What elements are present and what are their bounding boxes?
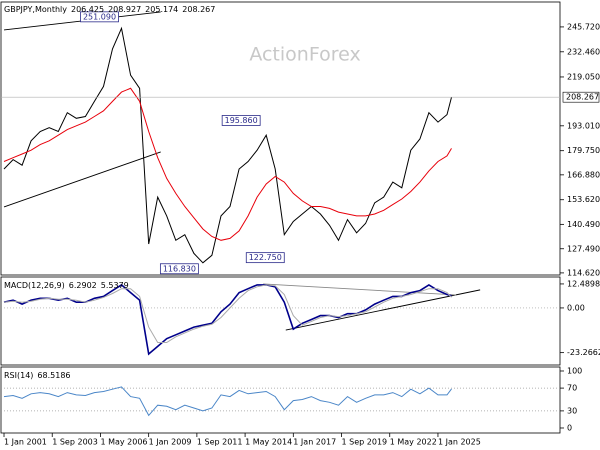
panel-frame (0, 1, 561, 276)
panel-header: MACD(12,26,9) 6.2902 5.5379 (4, 281, 129, 290)
y-tick-label: 100 (567, 366, 582, 375)
series-line (3, 284, 452, 343)
series-line (3, 386, 452, 417)
panel-header: GBPJPY,Monthly 206.425 208.927 205.174 208.2… (4, 5, 215, 14)
y-tick-label: 12.4898 (567, 279, 600, 288)
y-tick-label: 245.720 (567, 22, 600, 31)
x-tick-label: 1 Sep 2019 (342, 438, 388, 447)
current-price-label: 208.267 (566, 93, 599, 102)
trendline (285, 289, 481, 331)
series-line (3, 283, 452, 356)
annotation-label: 195.860 (225, 116, 258, 125)
annotation-label: 122.750 (249, 253, 282, 262)
x-tick-label: 1 Jan 2017 (293, 438, 336, 447)
indicator-value: 5.5379 (101, 281, 129, 290)
header-value: 205.174 (145, 5, 178, 14)
indicator-value: 68.5186 (37, 371, 70, 380)
y-tick-label: -23.2662 (567, 348, 600, 357)
y-tick-label: 232.460 (567, 47, 600, 56)
y-tick-label: 0.00 (567, 303, 585, 312)
x-tick-label: 1 Jan 2009 (149, 438, 192, 447)
annotation-box (245, 252, 285, 264)
y-tick-label: 193.010 (567, 121, 600, 130)
y-tick-label: 140.490 (567, 220, 600, 229)
panel-header: RSI(14) 68.5186 (4, 371, 71, 380)
indicator-name: MACD(12,26,9) (4, 281, 65, 290)
panel-frame (0, 276, 561, 366)
y-tick-label: 114.620 (567, 268, 600, 277)
y-tick-label: 166.880 (567, 170, 600, 179)
watermark: ActionForex (249, 44, 360, 66)
annotation-box (159, 263, 199, 275)
x-tick-label: 1 Jan 2025 (438, 438, 481, 447)
annotation-label: 251.090 (83, 12, 116, 21)
annotation-label: 116.830 (163, 264, 196, 273)
symbol: GBPJPY,Monthly (4, 5, 67, 14)
indicator-name: RSI(14) (4, 371, 33, 380)
panel-frame (0, 366, 561, 434)
header-value: 208.927 (108, 5, 141, 14)
x-tick-label: 1 May 2006 (100, 438, 147, 447)
y-tick-label: 219.050 (567, 72, 600, 81)
x-tick-label: 1 May 2014 (245, 438, 292, 447)
y-tick-label: 153.620 (567, 195, 600, 204)
series-line (3, 26, 452, 264)
indicator-value: 6.2902 (69, 281, 97, 290)
current-price-tag (562, 91, 600, 103)
y-tick-label: 0 (567, 423, 572, 432)
header-close: 208.267 (182, 5, 215, 14)
x-tick-label: 1 Jan 2001 (4, 438, 47, 447)
y-tick-label: 30 (567, 406, 577, 415)
annotation-box (221, 115, 261, 126)
trendline (3, 151, 161, 208)
y-tick-label: 179.750 (567, 146, 600, 155)
x-tick-label: 1 Sep 2011 (197, 438, 243, 447)
trendline (263, 283, 457, 296)
series-line (3, 87, 452, 241)
y-tick-label: 70 (567, 384, 577, 393)
header-value: 206.425 (71, 5, 104, 14)
x-tick-label: 1 Sep 2003 (52, 438, 98, 447)
x-tick-label: 1 May 2022 (390, 438, 437, 447)
y-tick-label: 127.490 (567, 244, 600, 253)
annotation-box (80, 11, 119, 23)
